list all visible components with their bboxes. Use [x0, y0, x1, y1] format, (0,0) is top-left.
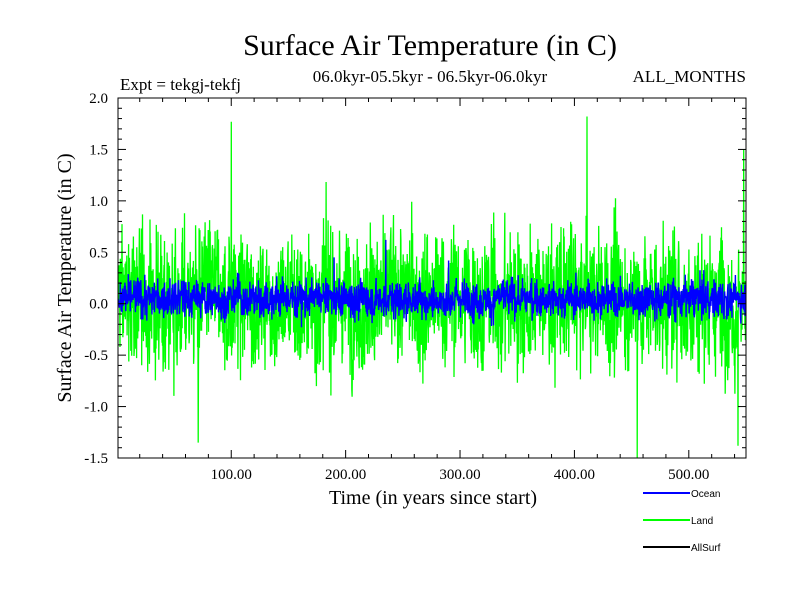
x-tick-label: 500.00: [668, 467, 709, 483]
plot-frame: [117, 97, 747, 459]
y-tick-label: -1.5: [84, 451, 108, 467]
experiment-label: Expt = tekgj-tekfj: [120, 75, 241, 94]
x-axis-label: Time (in years since start): [329, 487, 537, 509]
y-tick-label: 1.0: [89, 194, 108, 210]
series-layer: [118, 116, 746, 458]
y-tick-label: 0.5: [89, 245, 108, 261]
legend: Ocean Land AllSurf: [643, 489, 721, 554]
months-label: ALL_MONTHS: [633, 67, 746, 86]
y-tick-label: -0.5: [84, 348, 108, 364]
x-tick-label: 100.00: [211, 467, 252, 483]
legend-label-land: Land: [691, 516, 713, 527]
y-axis-label: Surface Air Temperature (in C): [54, 153, 76, 402]
y-tick-label: 2.0: [89, 91, 108, 107]
y-tick-label: -1.0: [84, 400, 108, 416]
x-tick-label: 300.00: [439, 467, 480, 483]
legend-label-ocean: Ocean: [691, 489, 720, 500]
chart-title: Surface Air Temperature (in C): [243, 29, 617, 62]
y-tick-label: 0.0: [89, 297, 108, 313]
ticks-layer: 100.00 200.00 300.00 400.00 500.00 -1.5 -1.0 -0…: [84, 91, 746, 483]
x-tick-label: 400.00: [554, 467, 595, 483]
legend-label-allsurf: AllSurf: [691, 543, 721, 554]
period-label: 06.0kyr-05.5kyr - 06.5kyr-06.0kyr: [313, 67, 548, 86]
x-tick-label: 200.00: [325, 467, 366, 483]
y-tick-label: 1.5: [89, 142, 108, 158]
series-line-ocean: [118, 239, 746, 328]
